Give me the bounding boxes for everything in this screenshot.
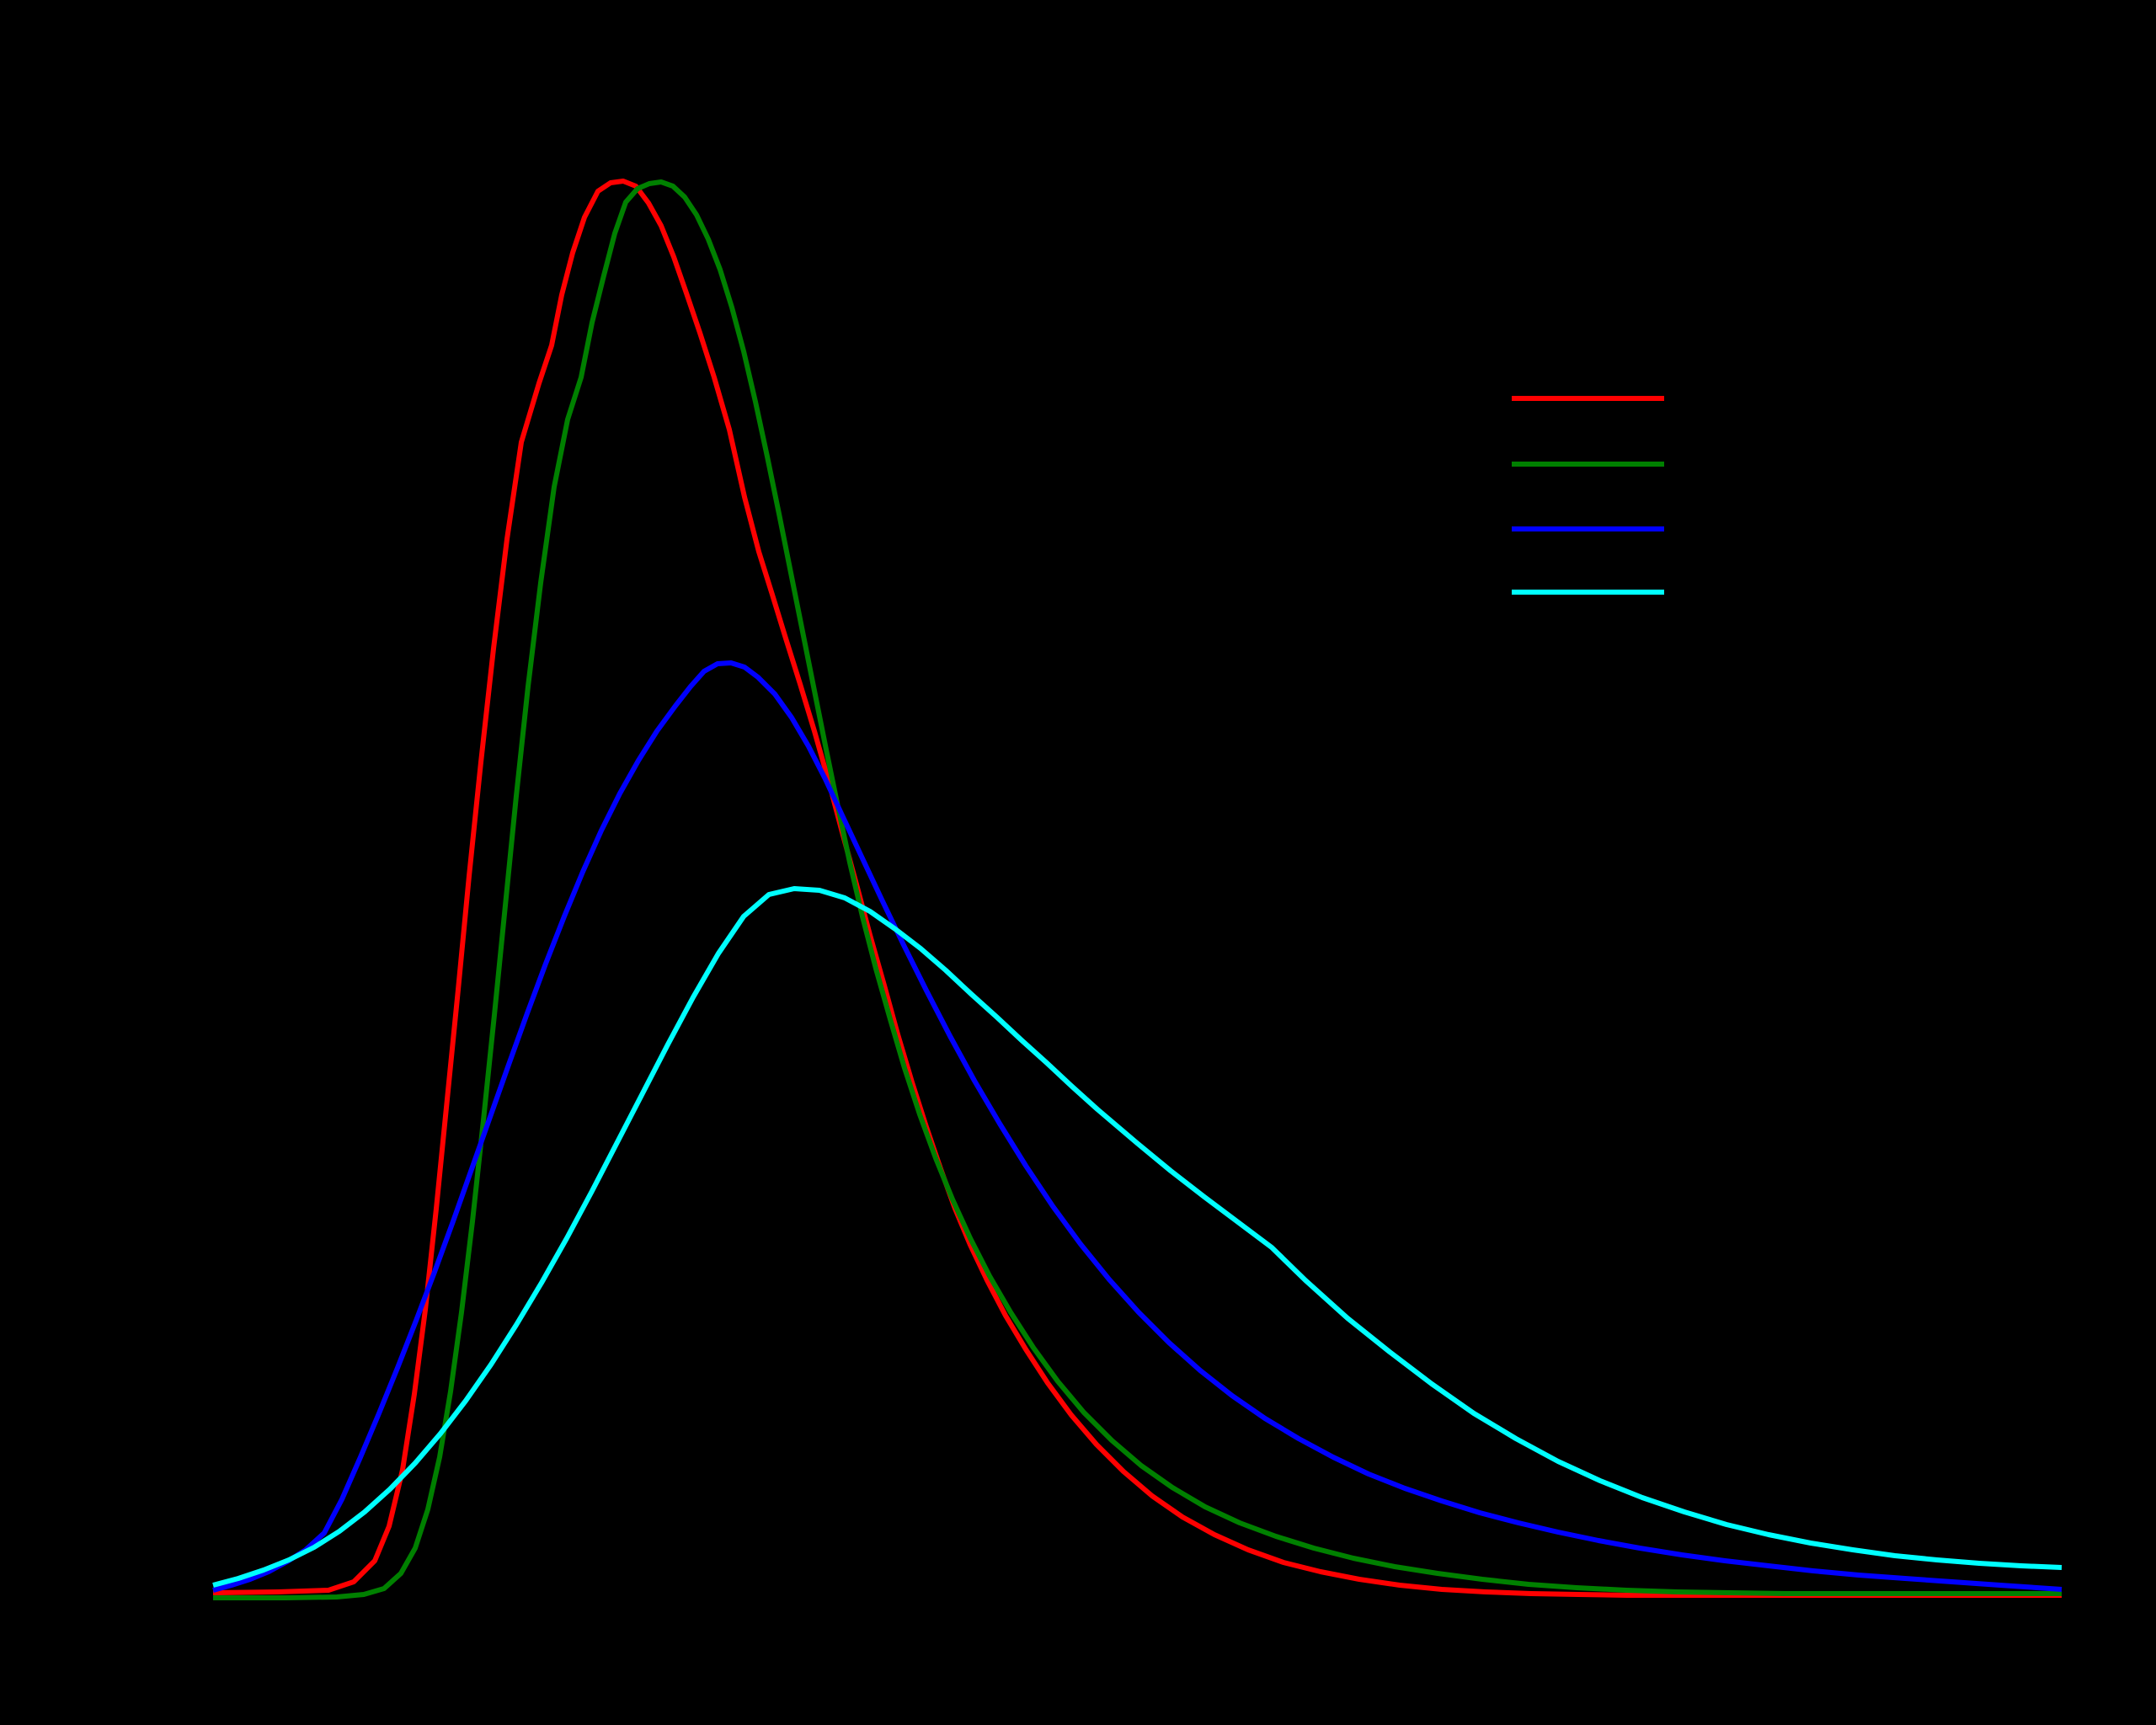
- blue-curve: [212, 660, 2063, 1593]
- cyan-curve: [212, 886, 2063, 1588]
- red-curve: [212, 179, 2062, 1598]
- curve-series-group: [212, 179, 2063, 1600]
- legend: [1512, 396, 1664, 595]
- green-curve: [213, 179, 2062, 1600]
